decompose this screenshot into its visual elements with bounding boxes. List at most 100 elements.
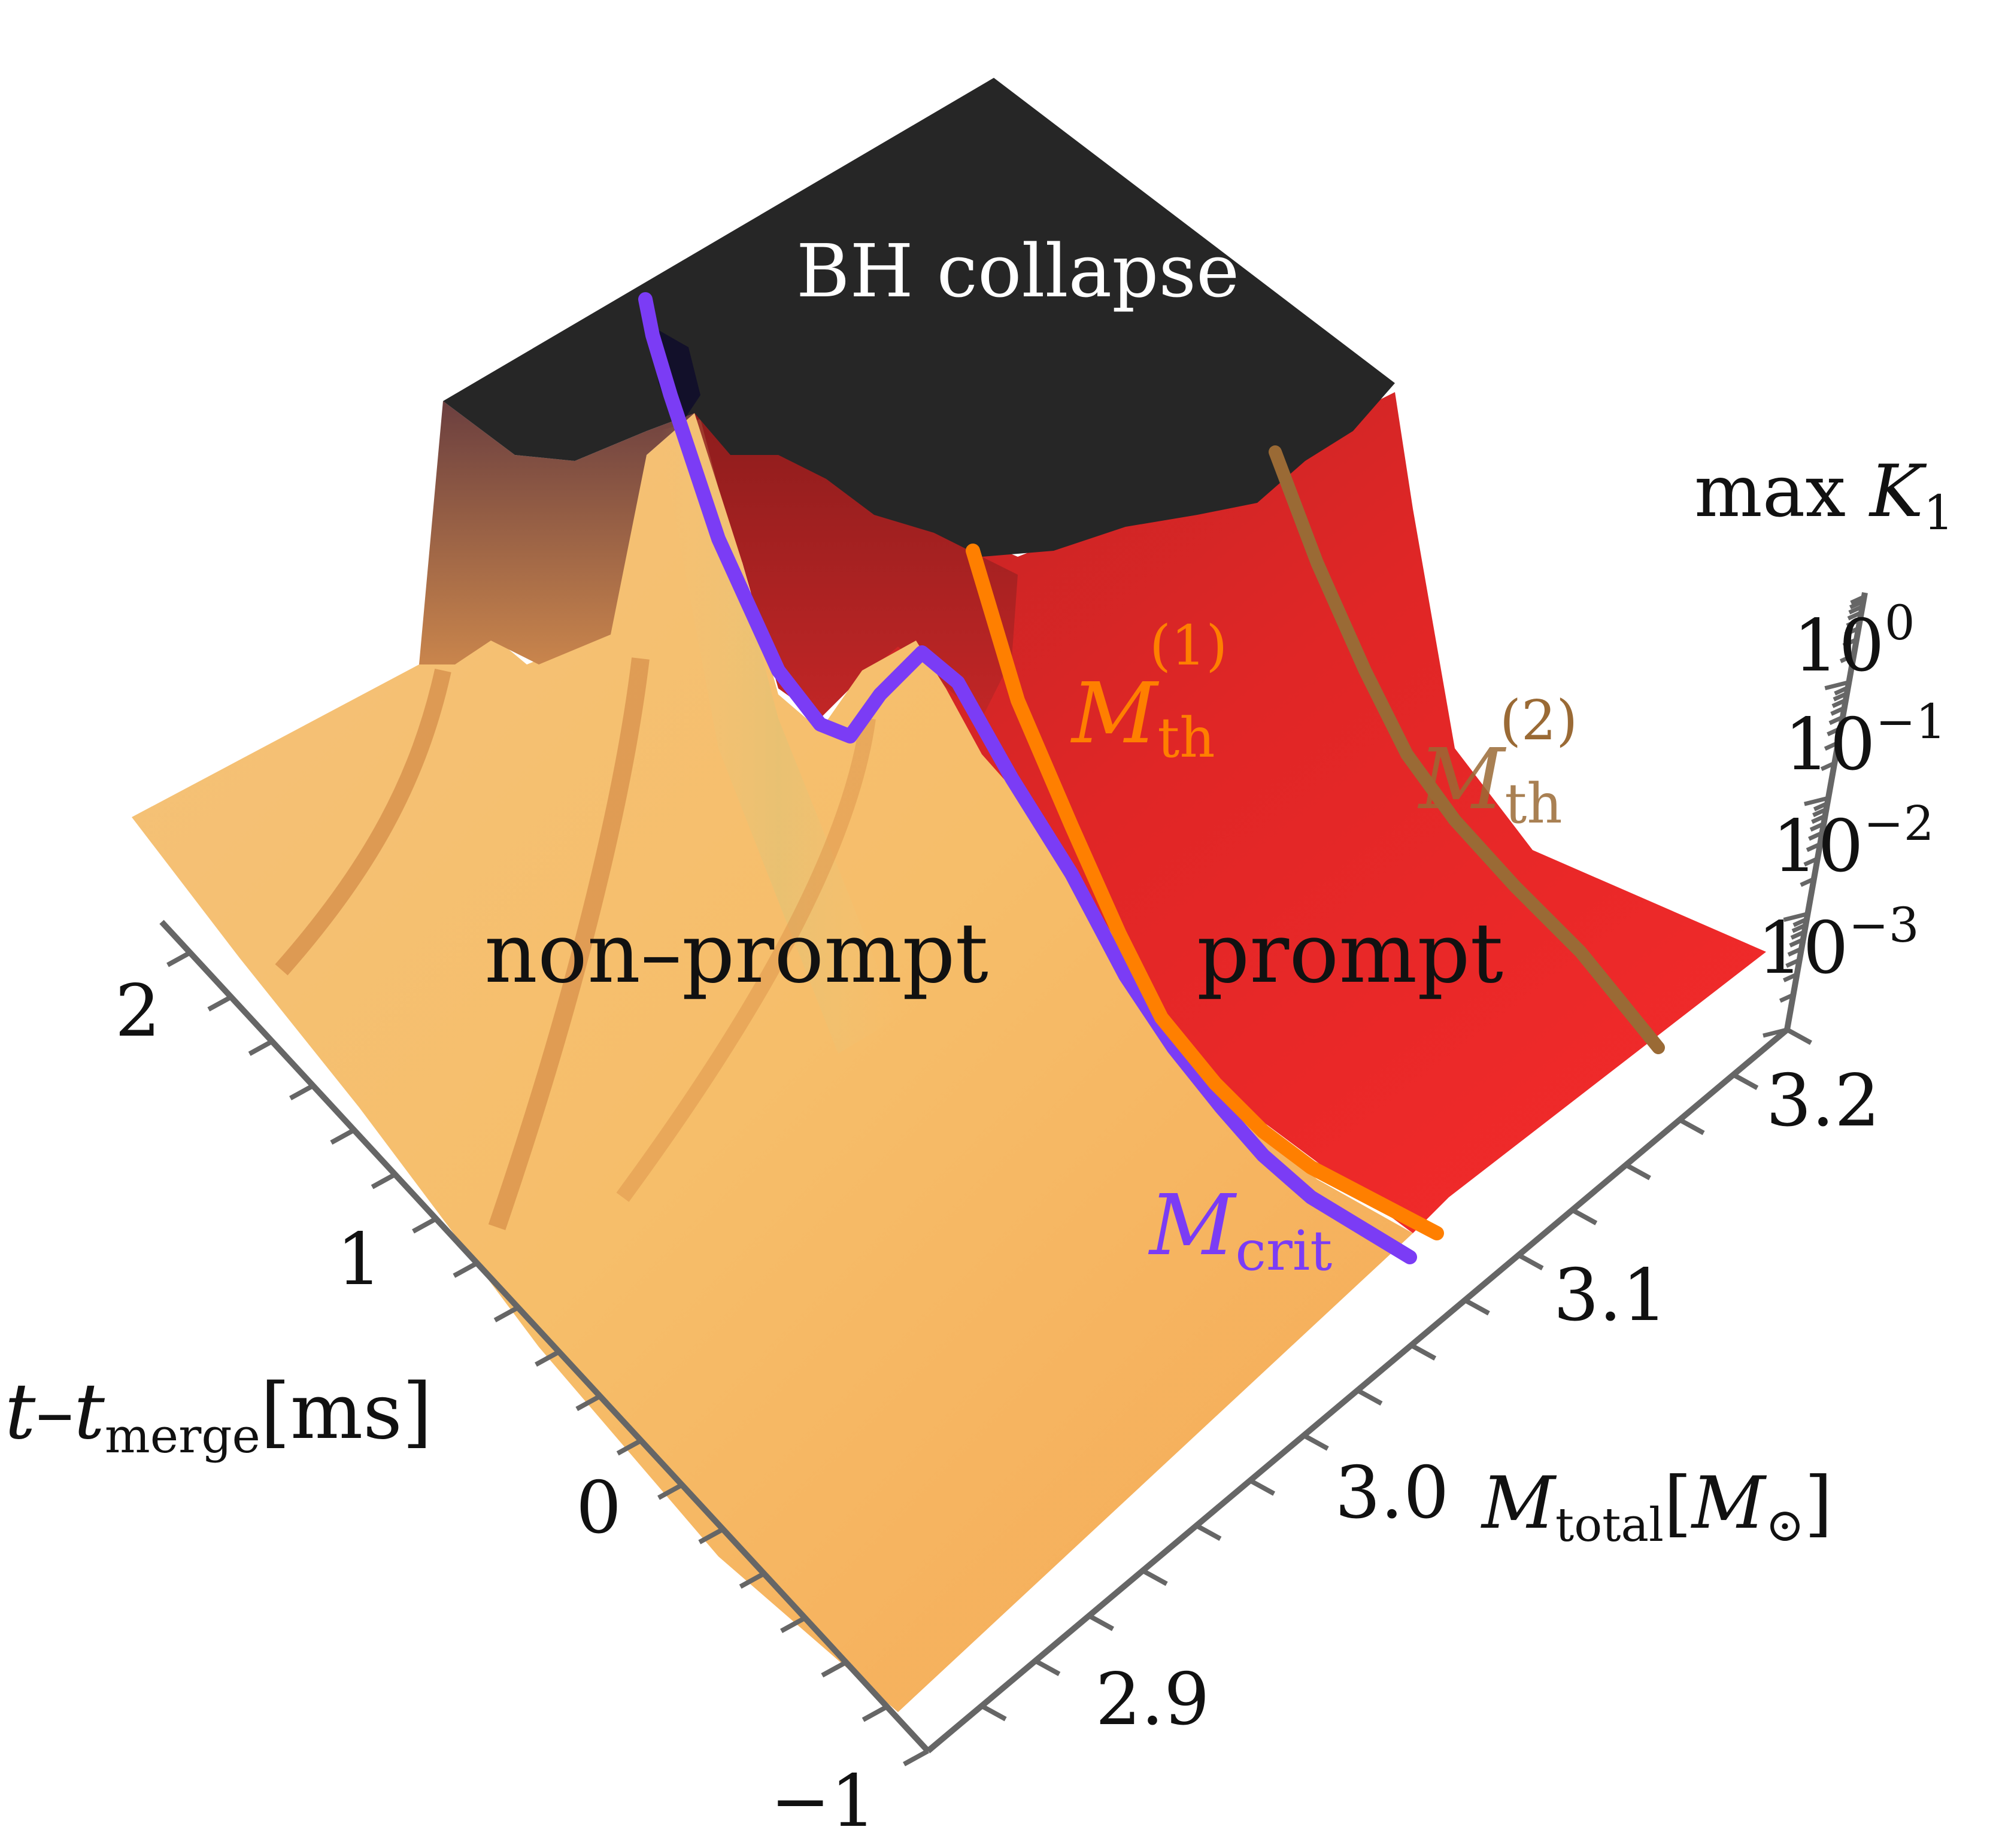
mass-tick [1786,1027,1812,1045]
label-crit-sub: crit [1235,1219,1332,1283]
label-th2-sup: (2) [1500,688,1578,752]
mass-axis-title-close: ] [1804,1462,1833,1545]
time-tick [248,1038,275,1056]
z-axis-title-prefix: max [1694,450,1846,533]
z-tick [1833,691,1848,702]
z-tick-label: 10−2 [1772,796,1934,888]
label-th2-sub: th [1504,772,1562,836]
label-th2: Mth [1417,731,1563,836]
time-tick [371,1172,398,1189]
z-tick [1830,706,1846,716]
time-tick-label: −1 [771,1760,876,1843]
z-tick-exp: 0 [1885,595,1915,651]
z-tick [1849,599,1864,609]
z-axis-title: max K1 [1694,450,1954,541]
z-tick [1820,761,1836,772]
time-tick [780,1615,806,1634]
time-axis-title-sym2: t [74,1367,105,1456]
z-tick [1787,946,1803,957]
mass-tick-label: 3.0 [1335,1452,1449,1535]
mass-axis-title-open: [ [1664,1462,1692,1545]
time-axis-title: t–tmerge[ms] [5,1367,432,1464]
z-tick-base: 10 [1772,805,1864,888]
z-tick [1779,993,1794,1003]
z-tick-exp: −1 [1876,694,1946,749]
z-tick [1839,653,1855,663]
time-axis-line [159,920,930,1753]
z-tick [1813,801,1828,812]
mass-axis-title-sym: M [1481,1462,1557,1545]
z-tick [1806,842,1821,852]
nonprompt-wall [419,401,694,664]
z-tick-label: 10−1 [1784,694,1946,787]
time-tick [412,1216,438,1234]
mass-axis-title-sub: total [1555,1498,1664,1552]
label-crit-sym: M [1148,1177,1237,1275]
z-tick [1808,831,1823,841]
mass-axis-title-unit-sub: ⊙ [1766,1498,1804,1552]
nonprompt-surface [132,413,1413,1712]
time-tick [289,1082,316,1101]
time-tick [821,1660,848,1678]
label-th1-sub: th [1157,706,1215,770]
label-th1-sup: (1) [1149,614,1227,678]
z-tick [1812,807,1828,818]
time-tick [862,1704,888,1722]
mass-tick [1517,1253,1544,1271]
collapse-plateau [443,78,1395,557]
mass-tick [1249,1478,1276,1496]
time-tick [657,1482,684,1500]
label-th2-sym: M [1417,731,1507,829]
mass-axis-title: Mtotal[M⊙] [1481,1462,1833,1552]
label-crit: Mcrit [1148,1177,1332,1283]
mass-tick [1302,1433,1329,1451]
ridge-3 [616,717,876,1202]
mass-tick [980,1704,1007,1722]
mass-tick [1410,1343,1437,1361]
z-tick [1828,715,1844,726]
mass-tick [1034,1658,1061,1676]
time-axis-title-minus: – [35,1367,74,1456]
z-tick [1844,626,1860,636]
time-tick [698,1527,725,1544]
mass-tick [1625,1163,1651,1181]
time-axis-title-sym: t [5,1367,36,1456]
z-tick [1827,726,1842,736]
z-tick [1804,796,1829,806]
z-tick [1847,611,1862,621]
z-tick [1800,877,1815,887]
mass-tick-label: 3.2 [1766,1060,1880,1143]
label-th1-sym: M [1070,665,1160,763]
z-tick-label: 10−3 [1757,897,1919,990]
valley-highlight [659,419,898,1054]
z-tick-base: 10 [1784,703,1876,787]
curve-th1 [966,544,1444,1240]
mass-tick [1571,1207,1598,1225]
mass-tick [1141,1568,1168,1586]
z-tick [1809,821,1825,832]
z-axis-title-sub: 1 [1924,485,1954,541]
z-tick [1834,685,1849,696]
time-axis-title-unit: [ms] [260,1367,432,1456]
time-tick [535,1349,561,1367]
ridge-1 [275,668,451,976]
z-tick [1831,698,1847,708]
time-tick [616,1438,643,1456]
z-tick-exp: −3 [1849,897,1919,953]
z-tick [1846,617,1861,628]
region-nonprompt-label: non–prompt [484,905,988,1002]
z-tick [1848,604,1864,615]
mass-axis-title-unit-sym: M [1691,1462,1767,1545]
time-axis: 2 1 0 −1 [115,920,930,1843]
label-th1: Mth [1070,665,1215,770]
z-tick [1763,1027,1788,1038]
time-axis-title-sub: merge [105,1408,260,1464]
time-tick [903,1749,929,1767]
ridge-2 [488,657,650,1230]
time-tick [575,1394,602,1412]
mass-tick [1088,1613,1114,1631]
z-tick [1785,958,1801,968]
time-tick-label: 1 [336,1218,382,1301]
z-tick [1789,937,1804,948]
